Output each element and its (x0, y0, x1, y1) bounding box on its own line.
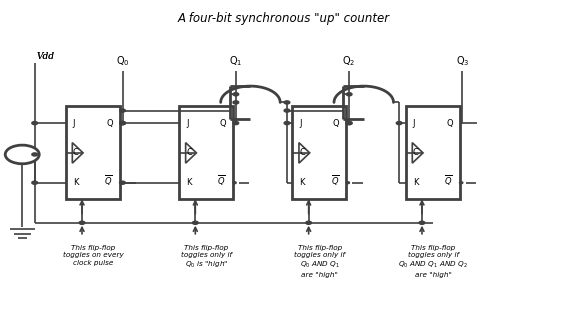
Text: Q$_1$: Q$_1$ (229, 54, 243, 68)
Circle shape (79, 221, 85, 224)
Text: Q: Q (446, 119, 453, 128)
Circle shape (32, 121, 37, 124)
Circle shape (120, 109, 126, 112)
Circle shape (233, 182, 236, 183)
Text: K: K (413, 178, 418, 187)
Text: Q$_0$: Q$_0$ (116, 54, 130, 68)
Text: C: C (299, 149, 306, 157)
Text: Vdd: Vdd (36, 52, 55, 61)
Bar (406, 106, 460, 199)
Text: C: C (73, 149, 79, 157)
Text: Q$_3$: Q$_3$ (456, 54, 469, 68)
Circle shape (120, 181, 126, 184)
Text: J: J (186, 119, 189, 128)
Circle shape (120, 121, 126, 124)
Text: $\overline{Q}$: $\overline{Q}$ (444, 173, 453, 188)
Text: This flip-flop
toggles only if
$Q_0$ AND $Q_1$
are "high": This flip-flop toggles only if $Q_0$ AND… (294, 245, 345, 278)
Text: This flip-flop
toggles on every
clock pulse: This flip-flop toggles on every clock pu… (62, 245, 123, 266)
Circle shape (306, 221, 311, 224)
Text: C: C (413, 149, 419, 157)
Circle shape (193, 221, 198, 224)
Text: K: K (186, 178, 191, 187)
Circle shape (284, 101, 290, 104)
Circle shape (120, 121, 126, 124)
Circle shape (346, 121, 352, 124)
Text: A four-bit synchronous "up" counter: A four-bit synchronous "up" counter (178, 12, 390, 25)
Text: J: J (299, 119, 302, 128)
Text: Q: Q (106, 119, 112, 128)
Circle shape (346, 93, 352, 96)
Text: K: K (73, 178, 78, 187)
Circle shape (346, 121, 352, 124)
Text: This flip-flop
toggles only if
$Q_0$ AND $Q_1$ AND $Q_2$
are "high": This flip-flop toggles only if $Q_0$ AND… (398, 245, 468, 278)
Text: This flip-flop
toggles only if
$Q_0$ is "high": This flip-flop toggles only if $Q_0$ is … (181, 245, 232, 271)
Circle shape (460, 182, 463, 183)
Circle shape (419, 221, 425, 224)
Text: Q: Q (219, 119, 226, 128)
Bar (179, 106, 233, 199)
Text: K: K (299, 178, 305, 187)
Text: Vdd: Vdd (36, 52, 55, 61)
Circle shape (346, 182, 349, 183)
Circle shape (284, 121, 290, 124)
Circle shape (32, 181, 37, 184)
Text: $\overline{Q}$: $\overline{Q}$ (218, 173, 226, 188)
Text: Q$_2$: Q$_2$ (343, 54, 356, 68)
Circle shape (233, 121, 239, 124)
Circle shape (120, 182, 123, 183)
Circle shape (284, 109, 290, 112)
Text: Q: Q (333, 119, 339, 128)
Circle shape (32, 153, 37, 156)
Text: $\overline{Q}$: $\overline{Q}$ (331, 173, 339, 188)
Bar (293, 106, 346, 199)
Text: C: C (186, 149, 192, 157)
Circle shape (233, 101, 239, 104)
Circle shape (396, 121, 402, 124)
Text: $\overline{Q}$: $\overline{Q}$ (104, 173, 112, 188)
Circle shape (233, 93, 239, 96)
Text: J: J (73, 119, 76, 128)
Bar (66, 106, 120, 199)
Circle shape (120, 121, 126, 124)
Circle shape (5, 145, 39, 164)
Text: J: J (413, 119, 415, 128)
